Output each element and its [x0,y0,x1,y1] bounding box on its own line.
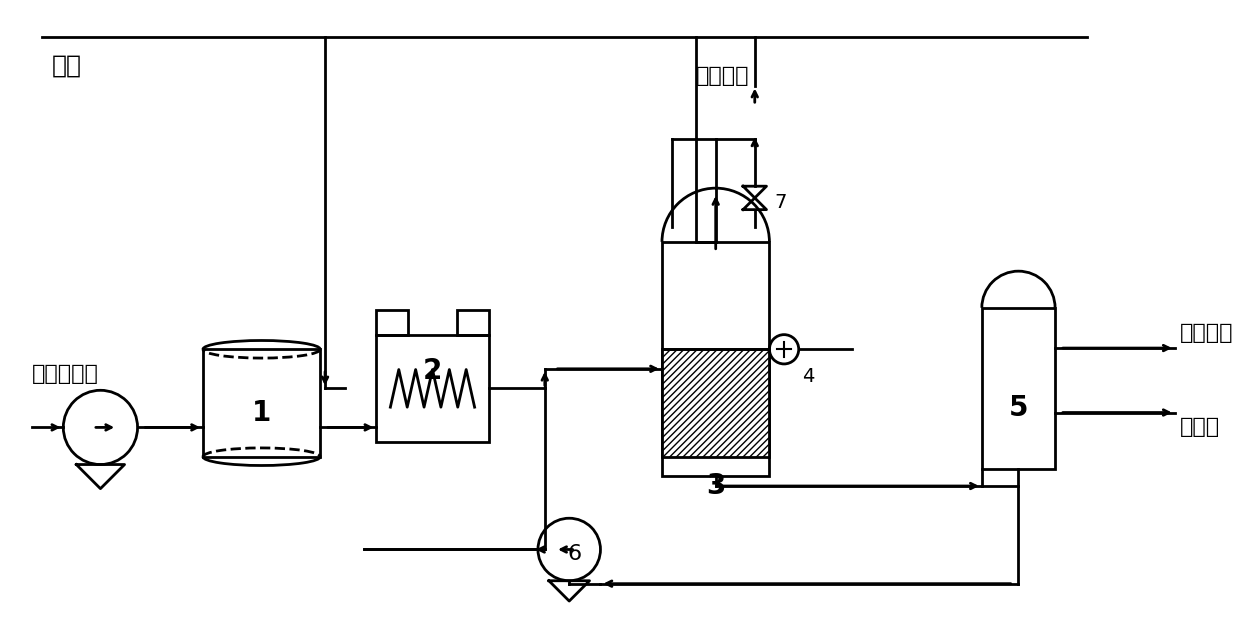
Text: 6: 6 [567,544,582,564]
Bar [982,308,1055,469]
Text: 气体排放: 气体排放 [1179,323,1233,343]
Bar [376,310,408,335]
Text: 7: 7 [774,193,786,212]
Text: 气体排放: 气体排放 [696,66,750,86]
Text: 4: 4 [801,367,813,386]
Text: 生成油: 生成油 [1179,417,1220,438]
Text: 2: 2 [423,357,443,385]
Text: 5: 5 [1008,394,1028,422]
Text: 3: 3 [706,472,725,500]
Bar [662,242,769,476]
Text: 费托合成油: 费托合成油 [32,364,99,383]
Bar [458,310,489,335]
Bar [203,350,320,457]
Text: 氢气: 氢气 [52,54,82,78]
Text: 1: 1 [252,399,272,427]
Bar [662,350,769,457]
Bar [376,335,489,442]
